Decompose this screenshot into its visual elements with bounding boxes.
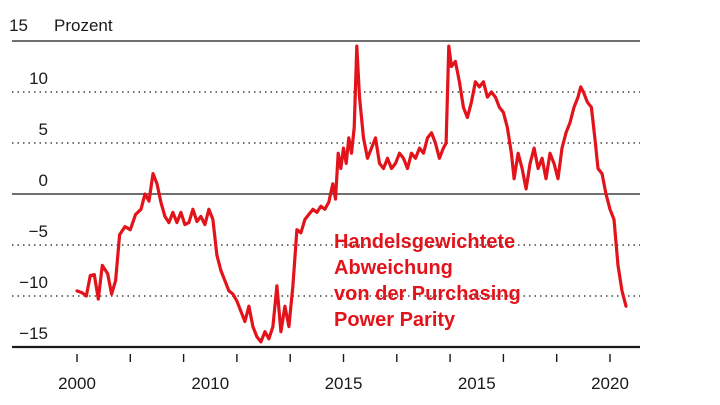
annotation: Handelsgewichtete Abweichung von der Purch… xyxy=(334,231,521,331)
y-tick-label: 15 xyxy=(9,16,28,35)
y-tick-label: −5 xyxy=(29,222,48,241)
annotation-line: Handelsgewichtete xyxy=(334,231,515,253)
annotation-line: von der Purchasing xyxy=(334,283,521,305)
series-group xyxy=(75,44,628,344)
annotation-line: Abweichung xyxy=(334,257,453,279)
x-tick-label: 2000 xyxy=(58,374,96,393)
y-tick-label: 0 xyxy=(39,171,48,190)
x-tick-label: 2010 xyxy=(191,374,229,393)
x-axis: 2000 2010 2015 2015 2020 xyxy=(58,354,629,393)
x-tick-label: 2015 xyxy=(458,374,496,393)
y-tick-label: 5 xyxy=(39,120,48,139)
y-tick-label: −10 xyxy=(19,273,48,292)
y-axis: 15 10 5 0 −5 −10 −15 xyxy=(9,16,48,343)
y-tick-label: −15 xyxy=(19,324,48,343)
series-line xyxy=(75,44,628,344)
x-tick-label: 2020 xyxy=(591,374,629,393)
y-tick-label: 10 xyxy=(29,69,48,88)
x-tick-label: 2015 xyxy=(325,374,363,393)
y-axis-unit-label: Prozent xyxy=(54,16,113,35)
grid xyxy=(12,40,640,349)
annotation-line: Power Parity xyxy=(334,309,456,331)
